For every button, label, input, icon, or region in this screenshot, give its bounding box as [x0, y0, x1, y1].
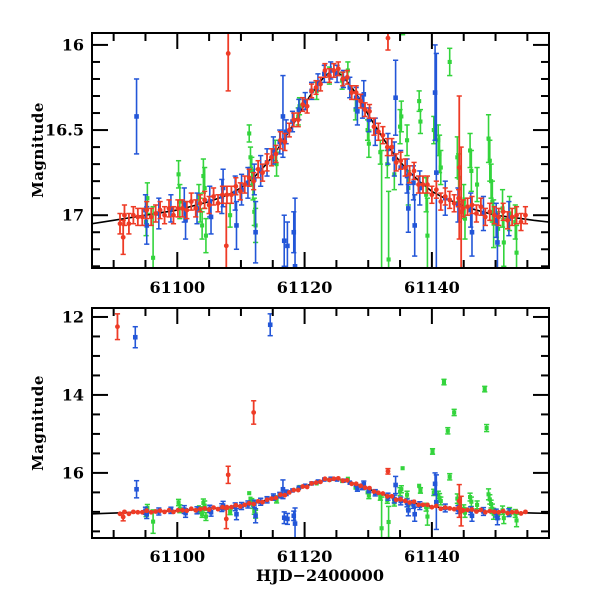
x-tick-label: 61100 [149, 547, 205, 566]
series-red-panel2 [114, 313, 528, 530]
x-tick-label: 61140 [404, 547, 460, 566]
y-axis-label-top-panel: Magnitude [29, 102, 47, 198]
panel-frame-2 [91, 307, 550, 539]
y-tick-label: 16 [62, 35, 84, 54]
x-tick-label: 61140 [404, 278, 460, 297]
series-red-panel1 [117, 34, 529, 267]
y-axis-label-bottom-panel: Magnitude [29, 375, 47, 471]
y-tick-label: 16.5 [45, 121, 84, 140]
series-blue-panel1 [133, 44, 512, 267]
x-tick-label: 61120 [277, 278, 333, 297]
x-tick-label: 61100 [149, 278, 205, 297]
panel-frame-1 [91, 32, 550, 269]
x-tick-label: 61120 [277, 547, 333, 566]
y-tick-label: 16 [62, 463, 84, 482]
x-axis-label: HJD−2400000 [256, 566, 384, 585]
series-blue-panel2 [132, 313, 512, 537]
y-tick-label: 12 [62, 307, 84, 326]
y-tick-label: 14 [62, 385, 84, 404]
y-tick-label: 17 [62, 206, 84, 225]
